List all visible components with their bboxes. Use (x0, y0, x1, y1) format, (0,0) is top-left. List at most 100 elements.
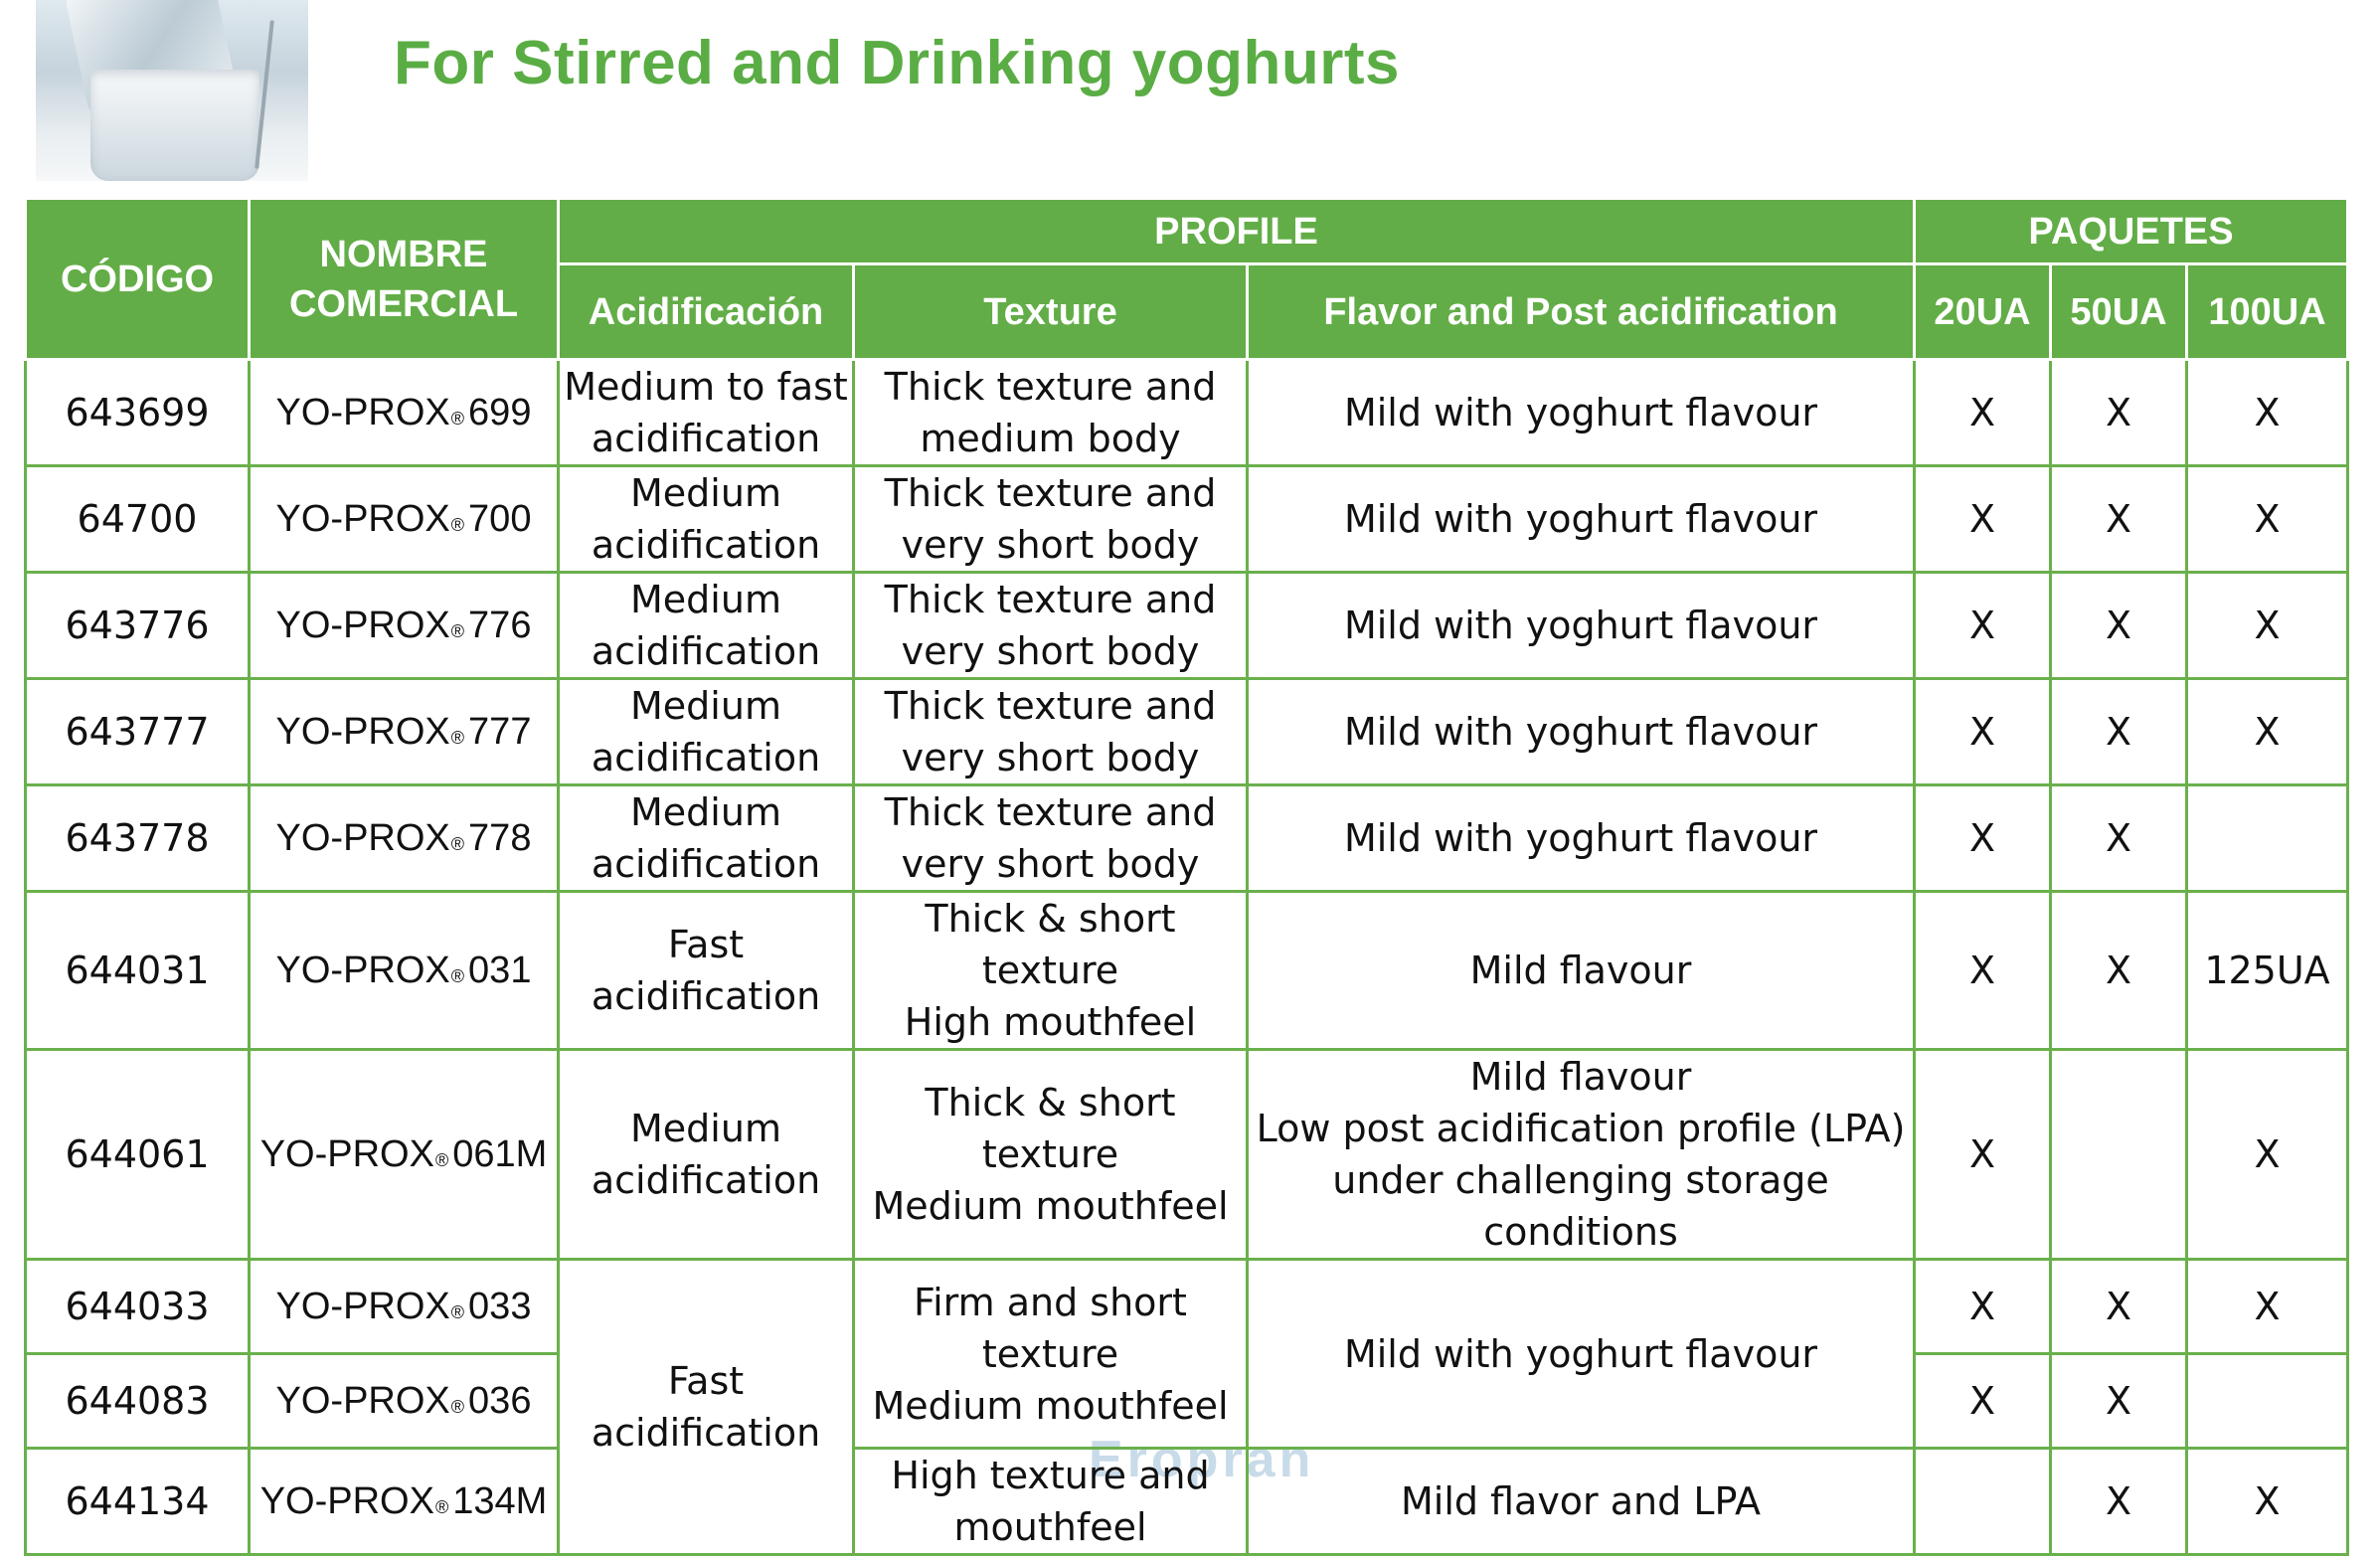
pack-100ua-cell: X (2185, 464, 2349, 574)
pack-50ua-cell: X (2049, 358, 2188, 467)
code-cell: 644031 (24, 890, 251, 1051)
pack-50ua-cell: X (2049, 464, 2188, 574)
header-nombre-comercial: NOMBRE COMERCIAL (248, 197, 560, 361)
table-row: 643778 YO-PROX® 778 Medium acidification T… (24, 783, 2349, 893)
product-name-cell: YO-PROX® 777 (248, 677, 560, 786)
pack-50ua-cell: X (2049, 1258, 2188, 1355)
flavor-cell-merged: Mild with yoghurt flavour (1246, 1258, 1916, 1450)
pack-20ua-cell: X (1913, 1352, 2052, 1450)
texture-cell: High texture and mouthfeel (852, 1447, 1249, 1556)
acidification-cell: Fast acidification (557, 890, 855, 1051)
texture-cell: Thick texture and very short body (852, 783, 1249, 893)
product-table: CÓDIGO NOMBRE COMERCIAL PROFILE PAQUETES… (24, 197, 2349, 1556)
header-texture: Texture (852, 262, 1249, 361)
flavor-cell: Mild with yoghurt flavour (1246, 464, 1916, 574)
header-profile: PROFILE (557, 197, 1916, 265)
pack-20ua-cell: X (1913, 890, 2052, 1051)
pack-20ua-cell: X (1913, 1258, 2052, 1355)
product-name-cell: YO-PROX® 134M (248, 1447, 560, 1556)
pack-20ua-cell: X (1913, 358, 2052, 467)
pack-50ua-cell (2049, 1048, 2188, 1261)
product-name-cell: YO-PROX® 033 (248, 1258, 560, 1355)
product-name-cell: YO-PROX® 036 (248, 1352, 560, 1450)
table-row: 643777 YO-PROX® 777 Medium acidification T… (24, 677, 2349, 786)
header-paquetes: PAQUETES (1913, 197, 2349, 265)
acidification-cell: Medium to fast acidification (557, 358, 855, 467)
texture-cell-merged: Firm and short texture Medium mouthfeel (852, 1258, 1249, 1450)
code-cell: 643778 (24, 783, 251, 893)
pack-50ua-cell: X (2049, 571, 2188, 680)
flavor-cell: Mild flavour Low post acidification profi… (1246, 1048, 1916, 1261)
acidification-cell-merged: Fast acidification (557, 1258, 855, 1556)
acidification-cell: Medium acidification (557, 1048, 855, 1261)
header-acidificacion: Acidificación (557, 262, 855, 361)
product-name-cell: YO-PROX® 700 (248, 464, 560, 574)
code-cell: 644033 (24, 1258, 251, 1355)
table-row: 644033 YO-PROX® 033 Fast acidification Fir… (24, 1258, 2349, 1556)
acidification-cell: Medium acidification (557, 677, 855, 786)
pack-50ua-cell: X (2049, 677, 2188, 786)
pack-100ua-cell: X (2185, 1048, 2349, 1261)
code-cell: 644061 (24, 1048, 251, 1261)
header-nombre-line2: COMERCIAL (288, 282, 519, 325)
flavor-cell: Mild with yoghurt flavour (1246, 571, 1916, 680)
pack-100ua-cell: X (2185, 677, 2349, 786)
pack-100ua-cell: X (2185, 571, 2349, 680)
pack-50ua-cell: X (2049, 890, 2188, 1051)
pack-100ua-cell (2185, 783, 2349, 893)
pack-50ua-cell: X (2049, 1352, 2188, 1450)
yoghurt-photo (36, 0, 308, 181)
code-cell: 644083 (24, 1352, 251, 1450)
acidification-cell: Medium acidification (557, 464, 855, 574)
pack-20ua-cell (1913, 1447, 2052, 1556)
header-codigo: CÓDIGO (24, 197, 251, 361)
table-row: 644083 YO-PROX® 036 X X (24, 1352, 2349, 1450)
header-nombre-line1: NOMBRE (319, 233, 488, 275)
pack-50ua-cell: X (2049, 783, 2188, 893)
acidification-cell: Medium acidification (557, 783, 855, 893)
acidification-cell: Medium acidification (557, 571, 855, 680)
product-name-cell: YO-PROX® 776 (248, 571, 560, 680)
flavor-cell: Mild with yoghurt flavour (1246, 358, 1916, 467)
texture-cell: Thick texture and very short body (852, 464, 1249, 574)
header-flavor: Flavor and Post acidification (1246, 262, 1916, 361)
product-name-cell: YO-PROX® 778 (248, 783, 560, 893)
code-cell: 643776 (24, 571, 251, 680)
yoghurt-cup-shape (90, 70, 259, 181)
table-row: 644061 YO-PROX® 061M Medium acidification … (24, 1048, 2349, 1261)
product-name-cell: YO-PROX® 061M (248, 1048, 560, 1261)
pack-20ua-cell: X (1913, 783, 2052, 893)
code-cell: 64700 (24, 464, 251, 574)
table-row: 643699 YO-PROX® 699 Medium to fast acidifi… (24, 358, 2349, 467)
code-cell: 643777 (24, 677, 251, 786)
flavor-cell: Mild with yoghurt flavour (1246, 783, 1916, 893)
texture-cell: Thick texture and very short body (852, 677, 1249, 786)
pack-20ua-cell: X (1913, 464, 2052, 574)
page-title: For Stirred and Drinking yoghurts (394, 29, 1401, 97)
texture-cell: Thick & short texture High mouthfeel (852, 890, 1249, 1051)
pack-100ua-cell: X (2185, 1447, 2349, 1556)
product-name-cell: YO-PROX® 699 (248, 358, 560, 467)
pack-20ua-cell: X (1913, 571, 2052, 680)
product-name-cell: YO-PROX® 031 (248, 890, 560, 1051)
pack-20ua-cell: X (1913, 677, 2052, 786)
texture-cell: Thick & short texture Medium mouthfeel (852, 1048, 1249, 1261)
flavor-cell: Mild with yoghurt flavour (1246, 677, 1916, 786)
pack-20ua-cell: X (1913, 1048, 2052, 1261)
flavor-cell: Mild flavour (1246, 890, 1916, 1051)
flavor-cell: Mild flavor and LPA (1246, 1447, 1916, 1556)
pack-100ua-cell: 125UA (2185, 890, 2349, 1051)
pack-100ua-cell: X (2185, 1258, 2349, 1355)
header-20ua: 20UA (1913, 262, 2052, 361)
header-100ua: 100UA (2185, 262, 2349, 361)
code-cell: 644134 (24, 1447, 251, 1556)
texture-cell: Thick texture and medium body (852, 358, 1249, 467)
pack-100ua-cell (2185, 1352, 2349, 1450)
pack-50ua-cell: X (2049, 1447, 2188, 1556)
header-50ua: 50UA (2049, 262, 2188, 361)
pack-100ua-cell: X (2185, 358, 2349, 467)
code-cell: 643699 (24, 358, 251, 467)
table-row: 644031 YO-PROX® 031 Fast acidification Thi… (24, 890, 2349, 1051)
texture-cell: Thick texture and very short body (852, 571, 1249, 680)
table-row: 643776 YO-PROX® 776 Medium acidification T… (24, 571, 2349, 680)
